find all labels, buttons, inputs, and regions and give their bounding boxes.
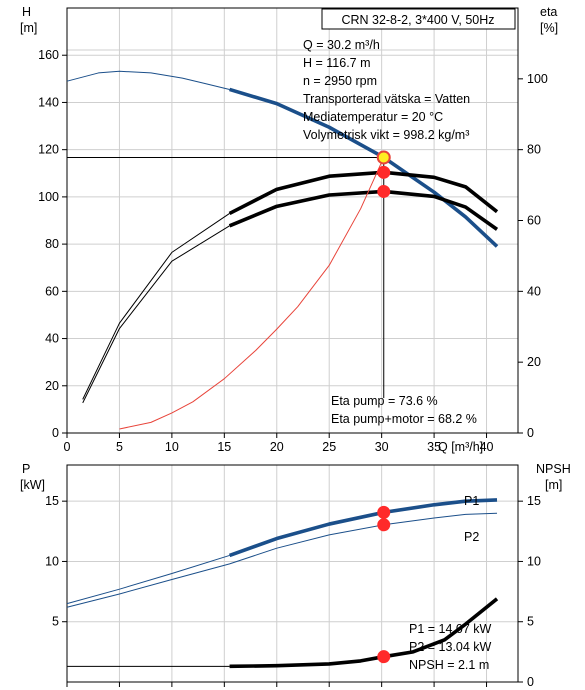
power-info-line: NPSH = 2.1 m (409, 658, 489, 672)
efficiency-info-line: Eta pump = 73.6 % (331, 394, 438, 408)
y-axis-unit-left: [kW] (20, 478, 45, 492)
y-tick-label-left: 120 (38, 143, 59, 157)
y-tick-label-left: 60 (45, 284, 59, 298)
x-tick-label: 0 (64, 440, 71, 454)
title-box (321, 8, 516, 30)
operating-info-line: Transporterad vätska = Vatten (303, 92, 470, 106)
chart-title: CRN 32-8-2, 3*400 V, 50Hz (341, 13, 494, 27)
operating-info-line: n = 2950 rpm (303, 74, 377, 88)
operating-info-line: Q = 30.2 m³/h (303, 38, 380, 52)
y-tick-label-left: 5 (52, 615, 59, 629)
series-line-system-curve (119, 157, 385, 430)
y-axis-label-left: H (22, 5, 31, 19)
x-tick-label: 35 (427, 440, 441, 454)
y-tick-label-left: 160 (38, 48, 59, 62)
duty-point-marker (377, 165, 391, 179)
x-axis-label: Q [m³/h] (438, 440, 483, 454)
y-tick-label-right: 15 (527, 494, 541, 508)
y-tick-label-right: 0 (527, 426, 534, 440)
y-tick-label-left: 80 (45, 237, 59, 251)
duty-point-marker (377, 505, 391, 519)
x-tick-label: 30 (375, 440, 389, 454)
series-line-eta-pump-motor (82, 225, 230, 404)
y-tick-label-right: 80 (527, 143, 541, 157)
y-tick-label-right: 100 (527, 72, 548, 86)
y-tick-label-left: 100 (38, 190, 59, 204)
series-line-p2 (66, 512, 498, 608)
operating-info-line: H = 116.7 m (303, 56, 371, 70)
x-tick-label: 10 (165, 440, 179, 454)
operating-info-line: Volymetrisk vikt = 998.2 kg/m³ (303, 128, 469, 142)
x-tick-label: 25 (322, 440, 336, 454)
duty-point-marker (377, 650, 391, 664)
y-tick-label-right: 0 (527, 675, 534, 689)
series-line-p1 (66, 554, 230, 605)
operating-info-line: Mediatemperatur = 20 °C (303, 110, 443, 124)
y-tick-label-right: 40 (527, 284, 541, 298)
y-tick-label-left: 0 (52, 426, 59, 440)
y-tick-label-left: 15 (45, 494, 59, 508)
y-tick-label-left: 10 (45, 554, 59, 568)
x-tick-label: 5 (116, 440, 123, 454)
plot-frame (66, 464, 519, 683)
x-tick-label: 15 (217, 440, 231, 454)
y-axis-label-right: eta (540, 5, 557, 19)
series-line-h (66, 70, 230, 90)
y-axis-label-left: P (22, 462, 30, 476)
y-axis-label-right: NPSH (536, 462, 571, 476)
y-tick-label-right: 5 (527, 615, 534, 629)
duty-point-marker (377, 184, 391, 198)
y-tick-label-left: 20 (45, 379, 59, 393)
power-npsh-chart: 5 10 15 0 5 10 15 P [kW] NPSH [m] P1 P2 P1 = 14.07 kW… (20, 462, 571, 689)
y-tick-label-left: 40 (45, 332, 59, 346)
series-line-p1 (228, 498, 498, 558)
y-tick-label-right: 20 (527, 355, 541, 369)
head-efficiency-chart: 0 20 40 60 80 100 120 140 160 0 20 40 60 80 100 0 5 10 15 2… (20, 5, 558, 454)
y-axis-unit-right: [m] (545, 478, 562, 492)
power-info-line: P2 = 13.04 kW (409, 640, 492, 654)
x-tick-label: 40 (480, 440, 494, 454)
power-info-line: P1 = 14.07 kW (409, 622, 492, 636)
y-tick-label-right: 10 (527, 554, 541, 568)
y-tick-label-left: 140 (38, 95, 59, 109)
x-tick-label: 20 (270, 440, 284, 454)
y-tick-label-right: 60 (527, 214, 541, 228)
efficiency-info-line: Eta pump+motor = 68.2 % (331, 412, 477, 426)
duty-point-marker (376, 150, 391, 165)
y-axis-unit-left: [m] (20, 21, 37, 35)
duty-point-marker (377, 518, 391, 532)
series-line-eta-pump (82, 213, 230, 400)
series-label-p1: P1 (464, 494, 479, 508)
series-label-p2: P2 (464, 530, 479, 544)
y-axis-unit-right: [%] (540, 21, 558, 35)
